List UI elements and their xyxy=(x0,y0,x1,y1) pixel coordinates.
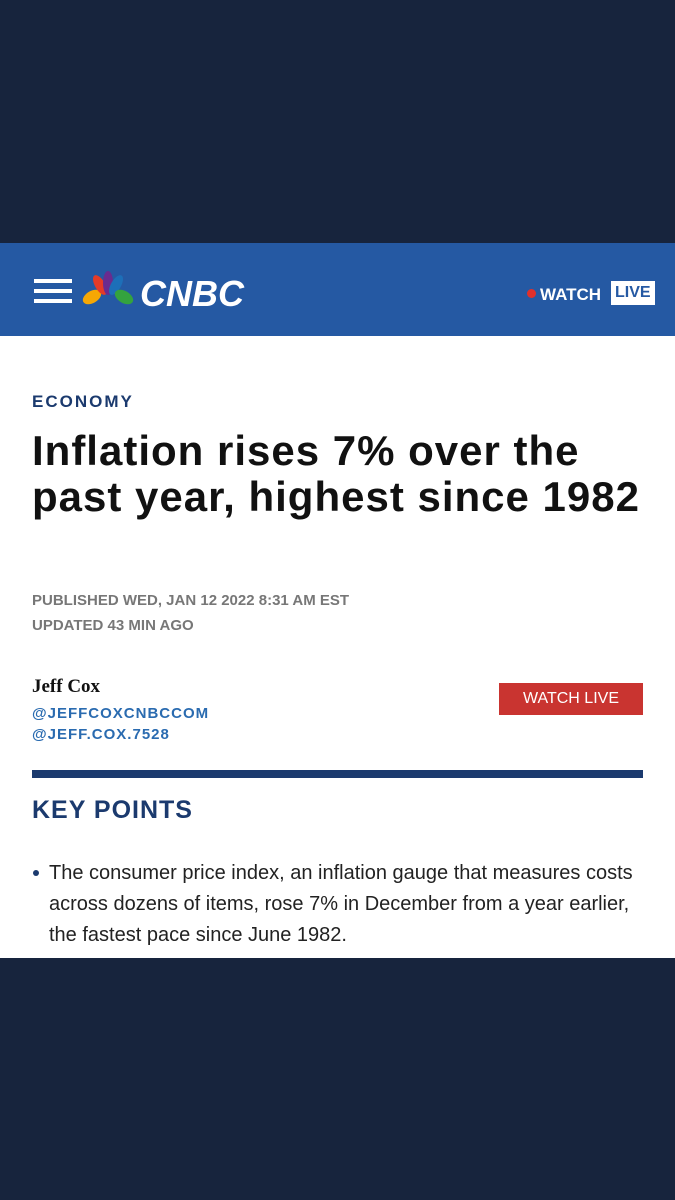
key-points-title: KEY POINTS xyxy=(32,796,193,824)
published: PUBLISHED WED, JAN 12 2022 8:31 AM EST xyxy=(32,592,350,609)
header: CNBC WATCH LIVE xyxy=(0,243,675,336)
logo-text[interactable]: CNBC xyxy=(140,273,244,314)
live-dot xyxy=(527,289,536,298)
handle[interactable]: @JEFFCOXCNBCCOM xyxy=(32,705,210,722)
menu-icon[interactable] xyxy=(34,277,74,305)
section[interactable]: ECONOMY xyxy=(32,392,134,411)
divider xyxy=(32,770,643,778)
handle[interactable]: @JEFF.COX.7528 xyxy=(32,726,170,743)
live-badge[interactable]: LIVE xyxy=(611,281,655,305)
watch-text[interactable]: WATCH xyxy=(540,285,602,304)
article: ECONOMY Inflation rises 7% over the past… xyxy=(0,336,675,958)
watch-live-button[interactable]: WATCH LIVE xyxy=(499,683,643,715)
headline: Inflation rises 7% over the past year, h… xyxy=(32,427,640,520)
bullet xyxy=(33,870,39,876)
key-point: The consumer price index, an inflation g… xyxy=(49,862,633,946)
peacock-logo xyxy=(82,271,134,305)
author[interactable]: Jeff Cox xyxy=(32,676,101,697)
updated: UPDATED 43 MIN AGO xyxy=(32,617,194,634)
